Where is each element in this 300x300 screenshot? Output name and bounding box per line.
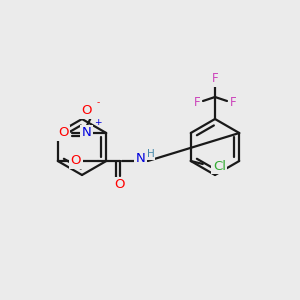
Text: O: O: [115, 178, 125, 191]
Text: F: F: [212, 73, 218, 85]
Text: H: H: [147, 149, 154, 159]
Text: F: F: [230, 97, 236, 110]
Text: N: N: [81, 127, 91, 140]
Text: F: F: [194, 97, 200, 110]
Text: N: N: [136, 152, 146, 166]
Text: +: +: [94, 118, 102, 127]
Text: O: O: [70, 154, 81, 167]
Text: O: O: [81, 104, 92, 118]
Text: -: -: [96, 98, 100, 107]
Text: Cl: Cl: [213, 160, 226, 172]
Text: O: O: [58, 127, 68, 140]
